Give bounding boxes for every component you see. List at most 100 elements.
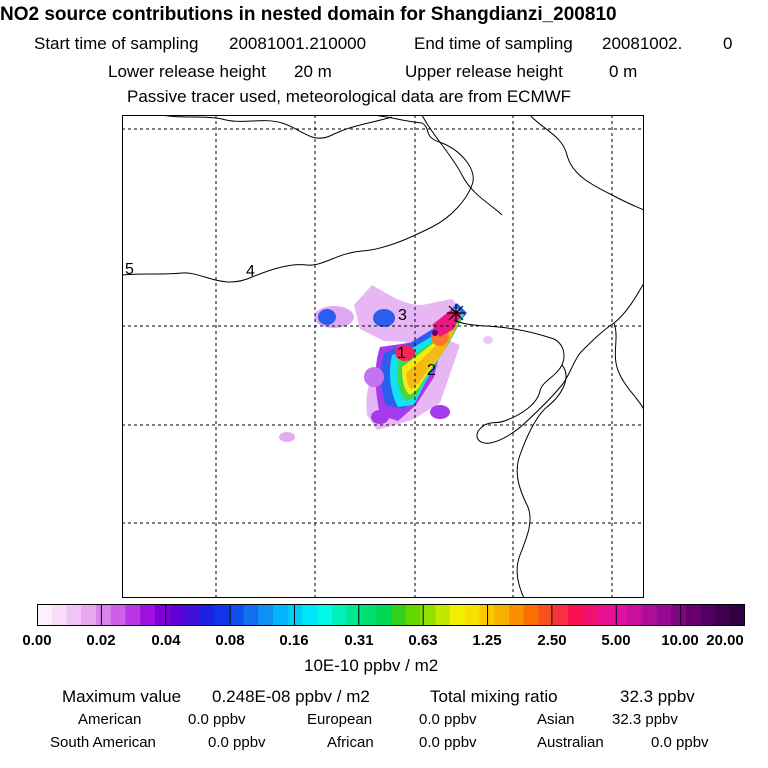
colorbar-tick: 10.00 xyxy=(661,632,699,649)
colorbar-tick: 5.00 xyxy=(601,632,631,649)
colorbar-tick: 20.00 xyxy=(706,632,744,649)
colorbar-cell xyxy=(391,604,407,626)
plume-hotspot-1 xyxy=(395,345,415,361)
region-label-1: 1 xyxy=(397,345,406,362)
asian-label: Asian xyxy=(537,711,575,728)
colorbar-cell xyxy=(686,604,702,626)
colorbar xyxy=(37,604,745,626)
colorbar-tick: 0.31 xyxy=(344,632,374,649)
colorbar-cell xyxy=(582,604,599,626)
upper-release-label: Upper release height xyxy=(405,62,563,81)
african-label: African xyxy=(327,734,374,751)
colorbar-cell xyxy=(96,604,112,626)
colorbar-cell xyxy=(302,604,318,626)
region-label-2: 2 xyxy=(427,362,436,379)
colorbar-cell xyxy=(243,604,259,626)
colorbar-cell xyxy=(523,604,540,626)
colorbar-cell xyxy=(420,604,436,626)
colorbar-cell xyxy=(464,604,481,626)
colorbar-cell xyxy=(361,604,377,626)
colorbar-tick: 2.50 xyxy=(537,632,567,649)
colorbar-cell xyxy=(405,604,422,626)
colorbar-cell xyxy=(184,604,200,626)
colorbar-cell xyxy=(612,604,628,626)
colorbar-cell xyxy=(317,604,333,626)
colorbar-cell xyxy=(553,604,569,626)
total-mixing-value: 32.3 ppbv xyxy=(620,687,695,706)
colorbar-cell xyxy=(656,604,672,626)
plume-patch-east xyxy=(483,336,493,344)
colorbar-cell xyxy=(450,604,466,626)
colorbar-tick: 0.63 xyxy=(408,632,438,649)
region-label-3: 3 xyxy=(398,307,407,324)
colorbar-tick: 0.08 xyxy=(215,632,245,649)
european-value: 0.0 ppbv xyxy=(419,711,477,728)
asian-value: 32.3 ppbv xyxy=(612,711,678,728)
colorbar-cell xyxy=(287,604,304,626)
american-value: 0.0 ppbv xyxy=(188,711,246,728)
colorbar-cell xyxy=(37,604,53,626)
plot-title: NO2 source contributions in nested domai… xyxy=(0,4,617,25)
end-time-value: 20081002. xyxy=(602,34,683,53)
colorbar-cell xyxy=(273,604,289,626)
colorbar-cell xyxy=(627,604,643,626)
receptor-marker xyxy=(447,304,465,322)
max-value-label: Maximum value xyxy=(62,687,182,706)
region-label-4: 4 xyxy=(246,263,255,280)
european-label: European xyxy=(307,711,373,728)
max-value: 0.248E-08 ppbv / m2 xyxy=(212,687,370,706)
colorbar-cell xyxy=(730,604,745,626)
lat-lon-grid xyxy=(122,115,644,598)
colorbar-cell xyxy=(597,604,613,626)
colorbar-cell xyxy=(332,604,348,626)
map-frame xyxy=(122,115,644,598)
colorbar-cell xyxy=(376,604,392,626)
colorbar-cell xyxy=(509,604,525,626)
colorbar-cell xyxy=(538,604,554,626)
total-mixing-label: Total mixing ratio xyxy=(430,687,558,706)
plume-field xyxy=(279,285,493,442)
colorbar-cell xyxy=(125,604,141,626)
colorbar-cell xyxy=(110,604,127,626)
start-time-value: 20081001.210000 xyxy=(229,34,367,53)
colorbar-cell xyxy=(715,604,731,626)
region-label-5: 5 xyxy=(125,261,134,278)
colorbar-cell xyxy=(494,604,510,626)
upper-release-value: 0 m xyxy=(609,62,638,81)
american-label: American xyxy=(78,711,142,728)
colorbar-cell xyxy=(169,604,186,626)
contribution-map: 1 2 3 4 5 xyxy=(122,115,644,598)
tracer-note: Passive tracer used, meteorological data… xyxy=(127,87,572,106)
colorbar-cell xyxy=(671,604,687,626)
south-american-value: 0.0 ppbv xyxy=(208,734,266,751)
lower-release-label: Lower release height xyxy=(108,62,266,81)
colorbar-cell xyxy=(641,604,658,626)
colorbar-tick: 1.25 xyxy=(472,632,502,649)
colorbar-cell xyxy=(51,604,68,626)
colorbar-cell xyxy=(140,604,156,626)
end-time-value-tail: 0 xyxy=(723,34,733,53)
colorbar-cell xyxy=(568,604,584,626)
colorbar-cell xyxy=(346,604,363,626)
australian-value: 0.0 ppbv xyxy=(651,734,709,751)
colorbar-cell xyxy=(81,604,97,626)
australian-label: Australian xyxy=(537,734,604,751)
colorbar-tick: 0.02 xyxy=(86,632,116,649)
plume-patch-south xyxy=(279,432,295,442)
colorbar-cell xyxy=(435,604,451,626)
colorbar-cell xyxy=(214,604,230,626)
colorbar-unit-label: 10E-10 ppbv / m2 xyxy=(304,656,439,675)
african-value: 0.0 ppbv xyxy=(419,734,477,751)
colorbar-tick: 0.04 xyxy=(151,632,181,649)
colorbar-tick: 0.00 xyxy=(22,632,52,649)
lower-release-value: 20 m xyxy=(294,62,332,81)
colorbar-tick: 0.16 xyxy=(279,632,309,649)
colorbar-cell xyxy=(155,604,171,626)
coastlines xyxy=(122,115,644,598)
colorbar-cell xyxy=(700,604,717,626)
south-american-label: South American xyxy=(50,734,156,751)
colorbar-cell xyxy=(228,604,245,626)
end-time-label: End time of sampling xyxy=(414,34,573,53)
colorbar-cell xyxy=(66,604,82,626)
colorbar-cell xyxy=(199,604,215,626)
